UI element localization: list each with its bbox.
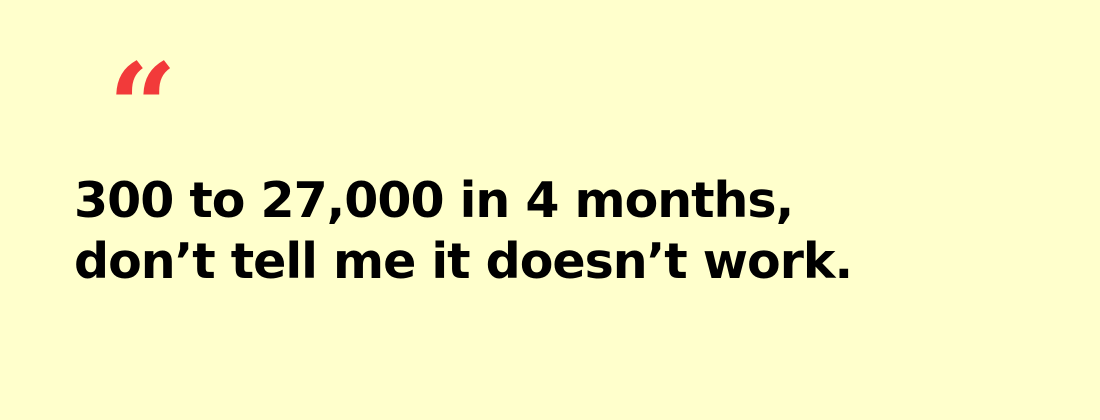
quote-line-2: don’t tell me it doesn’t work.	[74, 233, 853, 290]
quote-mark-icon: “	[108, 37, 178, 178]
quote-text: 300 to 27,000 in 4 months, don’t tell me…	[74, 170, 1074, 292]
quote-line-1: 300 to 27,000 in 4 months,	[74, 172, 794, 229]
